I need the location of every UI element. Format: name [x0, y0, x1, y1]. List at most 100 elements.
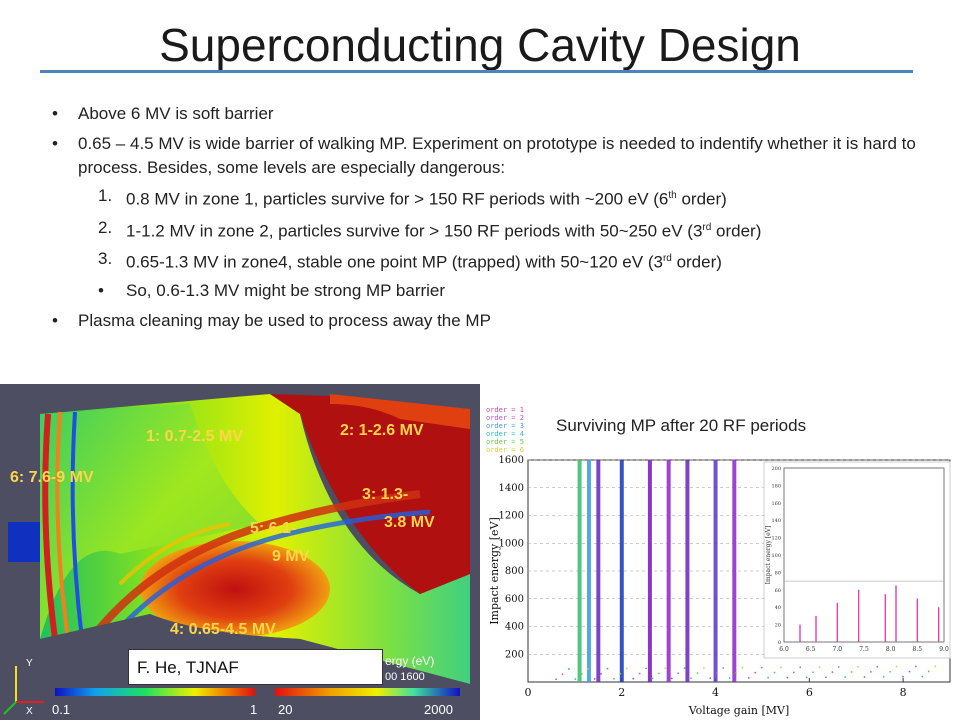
colorbar-left-max: 1: [250, 702, 257, 717]
mp-point: [747, 676, 750, 679]
y-tick-label: 600: [505, 594, 524, 605]
mp-point: [722, 666, 725, 669]
mp-point: [638, 672, 641, 675]
cavity-simulation-image: Y X 0.1 1 20 2000 ergy (eV) 00 1600: [0, 384, 480, 720]
mp-point: [760, 666, 763, 669]
mp-point: [767, 676, 770, 679]
x-tick-label: 8: [900, 686, 907, 699]
sub-text: 1-1.2 MV in zone 2, particles survive fo…: [126, 221, 703, 241]
mp-point: [658, 672, 660, 675]
y-axis-label: Impact energy [eV]: [488, 517, 501, 625]
mp-stripe: [647, 460, 652, 682]
axis-x-label: X: [26, 706, 33, 717]
mp-point: [812, 671, 814, 674]
sub-list: 1. 0.8 MV in zone 1, particles survive f…: [78, 184, 932, 303]
inset-y-tick-label: 160: [771, 501, 781, 507]
mp-point: [651, 677, 654, 680]
axis-y-label: Y: [26, 658, 33, 669]
energy-scale-ticks: 00 1600: [385, 671, 425, 683]
sub-text-end: order): [676, 189, 727, 209]
mp-point: [857, 665, 859, 668]
inset-y-tick-label: 20: [775, 623, 781, 629]
sup-text: rd: [702, 221, 712, 233]
mp-point: [837, 666, 840, 668]
x-tick-label: 0: [525, 686, 532, 699]
mp-point: [863, 676, 866, 678]
x-tick-label: 2: [618, 686, 625, 699]
mp-point: [844, 676, 847, 679]
mp-scatter-plot: order = 1 order = 2 order = 3 order = 4 orde…: [484, 404, 960, 720]
colorbar-right-min: 20: [278, 702, 292, 717]
inset-x-tick-label: 8.5: [913, 646, 923, 653]
bullet-item: • Above 6 MV is soft barrier: [52, 102, 932, 126]
inset-y-axis-label: Impact energy [eV]: [765, 526, 772, 585]
mp-point: [593, 678, 596, 680]
mp-point: [677, 672, 680, 675]
bullet-item: • Plasma cleaning may be used to process…: [52, 309, 932, 333]
mp-point: [818, 666, 821, 669]
mp-point: [895, 665, 898, 668]
mp-stripe: [586, 460, 591, 682]
inset-y-tick-label: 0: [778, 640, 781, 646]
inset-x-tick-label: 8.0: [886, 646, 896, 653]
y-tick-label: 200: [505, 649, 524, 660]
mp-point: [792, 671, 795, 674]
sub-item: 1. 0.8 MV in zone 1, particles survive f…: [78, 184, 932, 212]
mp-point: [568, 668, 570, 670]
sub-num: 3.: [98, 249, 113, 269]
mp-point: [664, 667, 667, 670]
y-tick-label: 1600: [499, 455, 524, 466]
zone-label-1: 1: 0.7-2.5 MV: [146, 428, 243, 445]
zone-label-3a: 3: 1.3-: [362, 486, 409, 503]
mp-stripe: [732, 460, 737, 682]
colorbar-right: [275, 688, 460, 696]
sub-bullet-dot: •: [98, 280, 104, 300]
sub-num: 2.: [98, 217, 113, 237]
mp-point: [683, 667, 686, 670]
legend-entry: order = 4: [486, 430, 524, 438]
bullet-dot: •: [52, 134, 58, 153]
sub-num: 1.: [98, 186, 113, 205]
bullet-item: • 0.65 – 4.5 MV is wide barrier of walki…: [52, 132, 932, 303]
inset-x-tick-label: 6.5: [806, 646, 816, 653]
mp-point: [702, 667, 705, 669]
mp-point: [709, 677, 712, 680]
mp-point: [645, 667, 647, 670]
cavity-render: Y X 0.1 1 20 2000 ergy (eV) 00 1600: [0, 394, 470, 720]
mp-point: [613, 677, 615, 680]
colorbar-left-min: 0.1: [52, 702, 70, 717]
legend-entry: order = 6: [486, 446, 524, 454]
mp-point: [831, 671, 834, 674]
mp-point: [786, 676, 789, 679]
inset-x-tick-label: 7.5: [859, 646, 869, 653]
mp-point: [914, 665, 917, 668]
zone-label-4: 4: 0.65-4.5 MV: [170, 621, 276, 638]
mp-stripe: [666, 460, 671, 682]
inset-y-tick-label: 120: [771, 536, 781, 542]
inset-y-tick-label: 180: [771, 483, 781, 489]
colorbar-left: [55, 688, 255, 696]
x-tick-label: 6: [806, 686, 813, 699]
mp-point: [754, 671, 757, 674]
credit-box: F. He, TJNAF: [128, 649, 383, 685]
mp-point: [805, 676, 808, 679]
mp-point: [735, 671, 737, 674]
bullet-dot: •: [52, 104, 58, 123]
mp-point: [619, 672, 622, 675]
inset-x-tick-label: 9.0: [939, 646, 949, 653]
inset-x-tick-label: 6.0: [779, 646, 789, 653]
mp-point: [773, 671, 776, 674]
mp-point: [555, 678, 558, 681]
sub-item: • So, 0.6-1.3 MV might be strong MP barr…: [78, 279, 932, 303]
bullet-list: • Above 6 MV is soft barrier • 0.65 – 4.…: [52, 102, 932, 339]
inset-y-tick-label: 60: [775, 588, 781, 594]
x-tick-label: 4: [712, 686, 719, 699]
mp-point: [927, 670, 930, 673]
sub-text-end: order): [711, 221, 762, 241]
mp-point: [606, 667, 609, 670]
sup-text: rd: [662, 253, 672, 265]
inset-y-tick-label: 200: [771, 466, 781, 472]
colorbar-right-max: 2000: [424, 702, 453, 717]
mp-point: [632, 677, 635, 680]
